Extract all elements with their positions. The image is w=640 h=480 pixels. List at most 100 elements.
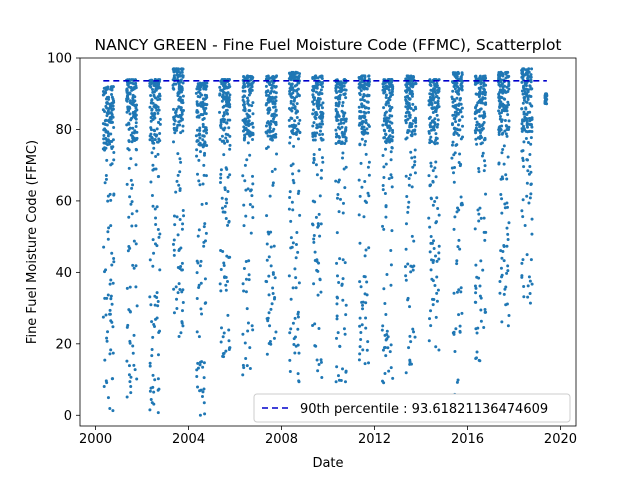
scatter-point	[344, 313, 348, 317]
scatter-point	[520, 80, 524, 84]
scatter-point	[222, 111, 226, 115]
scatter-point	[455, 90, 459, 94]
scatter-point	[106, 134, 110, 138]
scatter-point	[294, 111, 298, 115]
scatter-point	[131, 183, 135, 187]
scatter-point	[311, 132, 315, 136]
scatter-point	[110, 302, 114, 306]
scatter-point	[363, 106, 367, 110]
scatter-point	[435, 141, 439, 145]
scatter-point	[269, 230, 273, 234]
scatter-point	[459, 78, 463, 82]
scatter-point	[294, 276, 298, 280]
scatter-point	[109, 348, 113, 352]
scatter-point	[108, 308, 112, 312]
scatter-point	[202, 225, 206, 229]
scatter-point	[265, 258, 269, 262]
scatter-point	[367, 173, 371, 177]
scatter-point	[384, 147, 388, 151]
scatter-point	[220, 82, 224, 86]
scatter-point	[111, 107, 115, 111]
scatter-point	[105, 158, 109, 162]
scatter-point	[317, 363, 321, 367]
scatter-point	[498, 279, 502, 283]
scatter-point	[413, 148, 417, 152]
scatter-point	[248, 346, 252, 350]
scatter-point	[408, 305, 412, 309]
scatter-point	[219, 120, 223, 124]
scatter-point	[102, 245, 106, 249]
scatter-point	[522, 96, 526, 100]
scatter-point	[520, 209, 524, 213]
scatter-point	[271, 181, 275, 185]
scatter-point	[338, 345, 342, 349]
scatter-point	[459, 286, 463, 290]
scatter-point	[156, 111, 160, 115]
scatter-point	[264, 90, 268, 94]
scatter-point	[151, 373, 155, 377]
scatter-point	[268, 124, 272, 128]
scatter-point	[385, 329, 389, 333]
scatter-point	[408, 116, 412, 119]
scatter-point	[294, 344, 298, 348]
scatter-point	[312, 86, 316, 90]
scatter-point	[408, 173, 412, 177]
scatter-point	[382, 165, 386, 169]
scatter-point	[523, 118, 527, 122]
scatter-point	[221, 93, 225, 97]
scatter-point	[436, 102, 440, 106]
scatter-point	[125, 182, 129, 186]
scatter-point	[433, 283, 437, 287]
scatter-point	[363, 143, 367, 147]
scatter-point	[507, 119, 511, 123]
scatter-point	[311, 93, 315, 97]
scatter-point	[409, 270, 413, 274]
scatter-point	[102, 141, 106, 145]
scatter-point	[177, 105, 181, 109]
scatter-point	[221, 354, 225, 358]
scatter-point	[109, 224, 113, 228]
scatter-point	[479, 135, 483, 139]
scatter-point	[270, 138, 274, 142]
scatter-point	[224, 283, 228, 287]
scatter-point	[126, 105, 130, 109]
scatter-point	[474, 356, 478, 360]
scatter-point	[432, 239, 436, 243]
scatter-point	[458, 110, 462, 114]
scatter-point	[111, 281, 115, 285]
scatter-point	[408, 92, 412, 96]
scatter-point	[102, 385, 106, 389]
scatter-point	[497, 132, 501, 136]
scatter-point	[360, 137, 364, 141]
scatter-point	[127, 127, 131, 131]
scatter-point	[179, 131, 183, 135]
scatter-point	[244, 188, 248, 192]
scatter-point	[195, 108, 199, 112]
scatter-point	[523, 223, 527, 227]
scatter-point	[152, 251, 156, 255]
scatter-point	[335, 314, 339, 318]
scatter-point	[270, 89, 274, 93]
scatter-point	[265, 242, 269, 246]
scatter-point	[343, 380, 347, 384]
scatter-point	[288, 124, 292, 128]
scatter-point	[313, 250, 317, 254]
scatter-point	[343, 142, 347, 146]
scatter-point	[433, 83, 437, 87]
scatter-point	[405, 136, 409, 140]
scatter-point	[455, 259, 459, 263]
scatter-point	[292, 337, 296, 341]
scatter-point	[505, 226, 509, 230]
scatter-point	[241, 129, 245, 133]
scatter-point	[133, 82, 137, 86]
scatter-point	[435, 104, 439, 108]
scatter-point	[158, 268, 162, 272]
scatter-point	[179, 331, 183, 335]
scatter-point	[269, 245, 273, 249]
scatter-point	[336, 192, 340, 196]
scatter-point	[149, 128, 153, 132]
scatter-point	[312, 158, 316, 162]
scatter-point	[267, 293, 271, 297]
scatter-point	[152, 128, 156, 132]
y-tick-label: 40	[55, 266, 72, 281]
